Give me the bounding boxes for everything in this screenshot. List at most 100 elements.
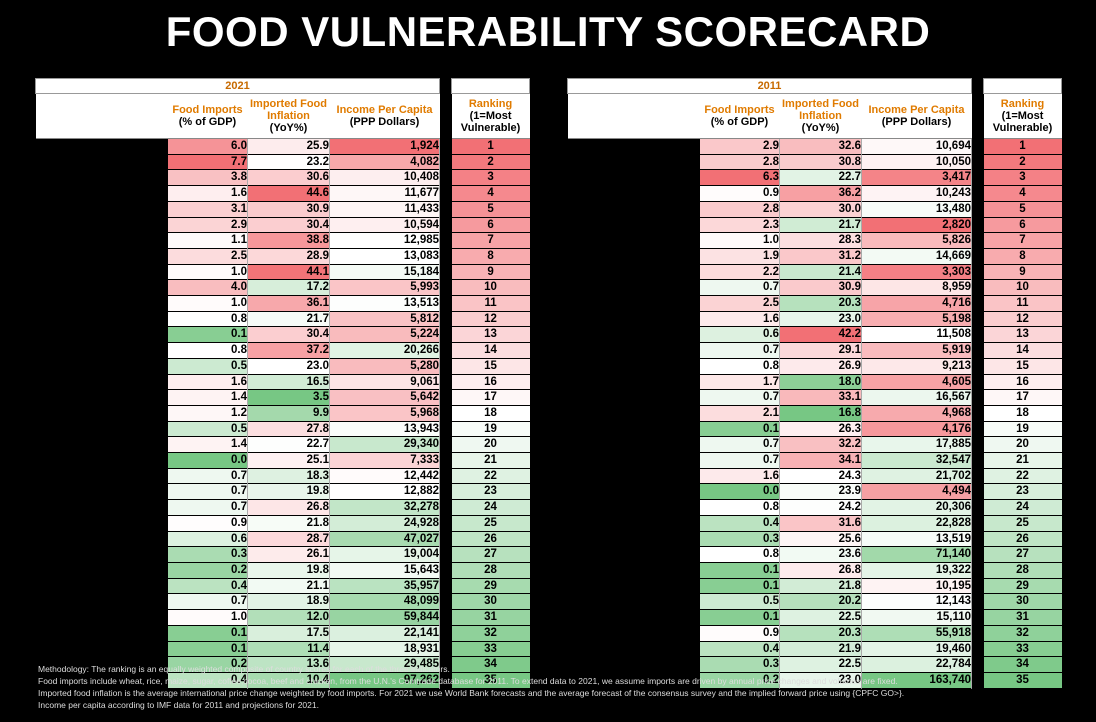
ranking-cell: 3: [451, 169, 530, 187]
country-name-cell: Malaysia: [567, 468, 700, 484]
income-cell: 5,812: [329, 311, 441, 328]
country-name-cell: Philippines: [567, 342, 700, 359]
ranking-cell: 19: [451, 421, 530, 438]
table-row: Nigeria 2.1 16.8 4,968 18: [567, 405, 1062, 422]
ranking-cell: 19: [983, 421, 1062, 438]
food-imports-cell: 0.6: [699, 326, 780, 344]
table-row: Philippines 1.6 16.5 9,061 16: [35, 374, 530, 391]
income-cell: 71,140: [861, 546, 972, 563]
table-row: Mexico 0.7 33.1 16,567 17: [567, 389, 1062, 406]
table-row: Vietnam 1.6 44.6 11,677 4: [35, 185, 530, 202]
spacer-cell: [971, 562, 984, 579]
table-row: Tunisia 2.9 30.4 10,594 6: [35, 217, 530, 234]
table-row: India 0.0 23.9 4,494 23: [567, 483, 1062, 501]
income-cell: 10,694: [861, 138, 972, 155]
inflation-cell: 23.6: [779, 546, 862, 563]
table-row: Colombia 1.0 44.1 15,184 9: [35, 264, 530, 281]
food-imports-cell: 0.8: [699, 546, 780, 563]
table-row: Ghana 1.7 18.0 4,605 16: [567, 374, 1062, 391]
country-name-cell: Peru: [35, 232, 168, 249]
footnote-line: Imported food inflation is the average i…: [38, 688, 905, 698]
food-imports-cell: 0.5: [167, 421, 248, 438]
table-row: South Africa 0.5 20.2 12,143 30: [567, 593, 1062, 611]
table-row: Lebannon 3.8 30.6 10,408 3: [35, 169, 530, 187]
ranking-cell: 29: [983, 578, 1062, 595]
income-cell: 4,605: [861, 374, 972, 391]
food-imports-header: Food Imports (% of GDP): [167, 93, 248, 139]
spacer-cell: [439, 295, 452, 312]
inflation-cell: 21.9: [779, 641, 862, 658]
spacer-cell: [971, 264, 984, 280]
table-row: Egypt 2.9 32.6 10,694 1: [567, 138, 1062, 155]
ranking-cell: 5: [983, 201, 1062, 218]
ranking-cell: 23: [983, 483, 1062, 501]
table-row: Argentina 0.1 26.8 19,322 28: [567, 562, 1062, 579]
inflation-cell: 19.8: [247, 483, 330, 501]
scorecard-table-2011: 2011 Food Imports (% of GDP) Imported Foo…: [567, 78, 1062, 689]
income-cell: 12,442: [329, 468, 441, 485]
income-cell: 2,820: [861, 217, 972, 234]
income-cell: 9,061: [329, 374, 441, 391]
food-imports-cell: 1.7: [699, 374, 780, 391]
spacer-cell: [439, 468, 452, 484]
country-name-cell: Philippines: [35, 374, 168, 390]
country-name-cell: Yemen: [35, 138, 168, 155]
table-row: Algeria 2.8 30.0 13,480 5: [567, 201, 1062, 218]
country-name-cell: Nigeria: [567, 405, 700, 422]
country-name-cell: Brazil: [35, 562, 168, 579]
income-cell: 5,642: [329, 389, 441, 406]
inflation-cell: 23.2: [247, 154, 330, 171]
table-row: Yemen 6.0 25.9 1,924 1: [35, 138, 530, 155]
inflation-cell: 22.5: [779, 656, 862, 673]
scorecard-2021: 2021 Food Imports (% of GDP) Imported Foo…: [34, 78, 531, 689]
food-imports-cell: 2.8: [699, 201, 780, 218]
table-row: Colombia 0.6 42.2 11,508 13: [567, 326, 1062, 344]
inflation-cell: 30.4: [247, 217, 330, 234]
income-cell: 5,968: [329, 405, 441, 422]
inflation-cell: 17.5: [247, 625, 330, 642]
spacer-cell: [971, 185, 984, 202]
spacer-cell: [971, 374, 984, 390]
table-row: Indonesia 0.7 19.8 12,882 23: [35, 483, 530, 501]
table-row: Cote d'Ivoire 2.2 21.4 3,303 9: [567, 264, 1062, 281]
ranking-cell: 17: [451, 389, 530, 406]
ranking-cell: 27: [983, 546, 1062, 563]
inflation-cell: 9.9: [247, 405, 330, 422]
spacer-cell: [971, 169, 984, 186]
country-name-cell: Chile: [567, 499, 700, 516]
food-imports-cell: 0.6: [167, 531, 248, 548]
ranking-cell: 20: [983, 436, 1062, 454]
country-name-cell: Ghana: [35, 405, 168, 422]
food-imports-cell: 0.8: [699, 499, 780, 516]
spacer-cell: [439, 452, 452, 469]
table-row: Saudi Arabia 0.7 18.9 48,099 30: [35, 593, 530, 611]
food-imports-cell: 0.7: [699, 279, 780, 297]
income-header: Income Per Capita (PPP Dollars): [861, 93, 972, 139]
food-imports-cell: 0.4: [699, 641, 780, 658]
income-cell: 13,083: [329, 248, 441, 265]
inflation-cell: 10.4: [247, 672, 330, 689]
page-title: FOOD VULNERABILITY SCORECARD: [165, 8, 931, 55]
income-cell: 5,224: [329, 326, 441, 344]
table-row: Sudan 1.6 23.0 5,198 12: [567, 311, 1062, 328]
inflation-cell: 42.2: [779, 326, 862, 344]
country-name-cell: Lebannon: [35, 169, 168, 186]
inflation-cell: 24.2: [779, 499, 862, 516]
inflation-cell: 28.7: [247, 531, 330, 548]
inflation-cell: 26.8: [779, 562, 862, 579]
inflation-cell: 19.8: [247, 562, 330, 579]
income-cell: 16,567: [861, 389, 972, 406]
country-name-cell: Qatar: [35, 672, 168, 689]
ranking-cell: 1: [983, 138, 1062, 155]
spacer-cell: [971, 201, 984, 218]
food-imports-cell: 0.1: [699, 609, 780, 626]
ranking-cell: 28: [451, 562, 530, 579]
ranking-header: Ranking (1=Most Vulnerable): [983, 93, 1062, 139]
country-name-cell: Bangladesh: [567, 217, 700, 233]
food-imports-cell: 0.3: [699, 656, 780, 673]
spacer-cell: [971, 138, 984, 155]
country-name-cell: Bangladesh: [35, 311, 168, 327]
spacer-cell: [971, 452, 984, 469]
spacer-cell: [971, 436, 984, 453]
food-imports-cell: 0.1: [167, 625, 248, 642]
